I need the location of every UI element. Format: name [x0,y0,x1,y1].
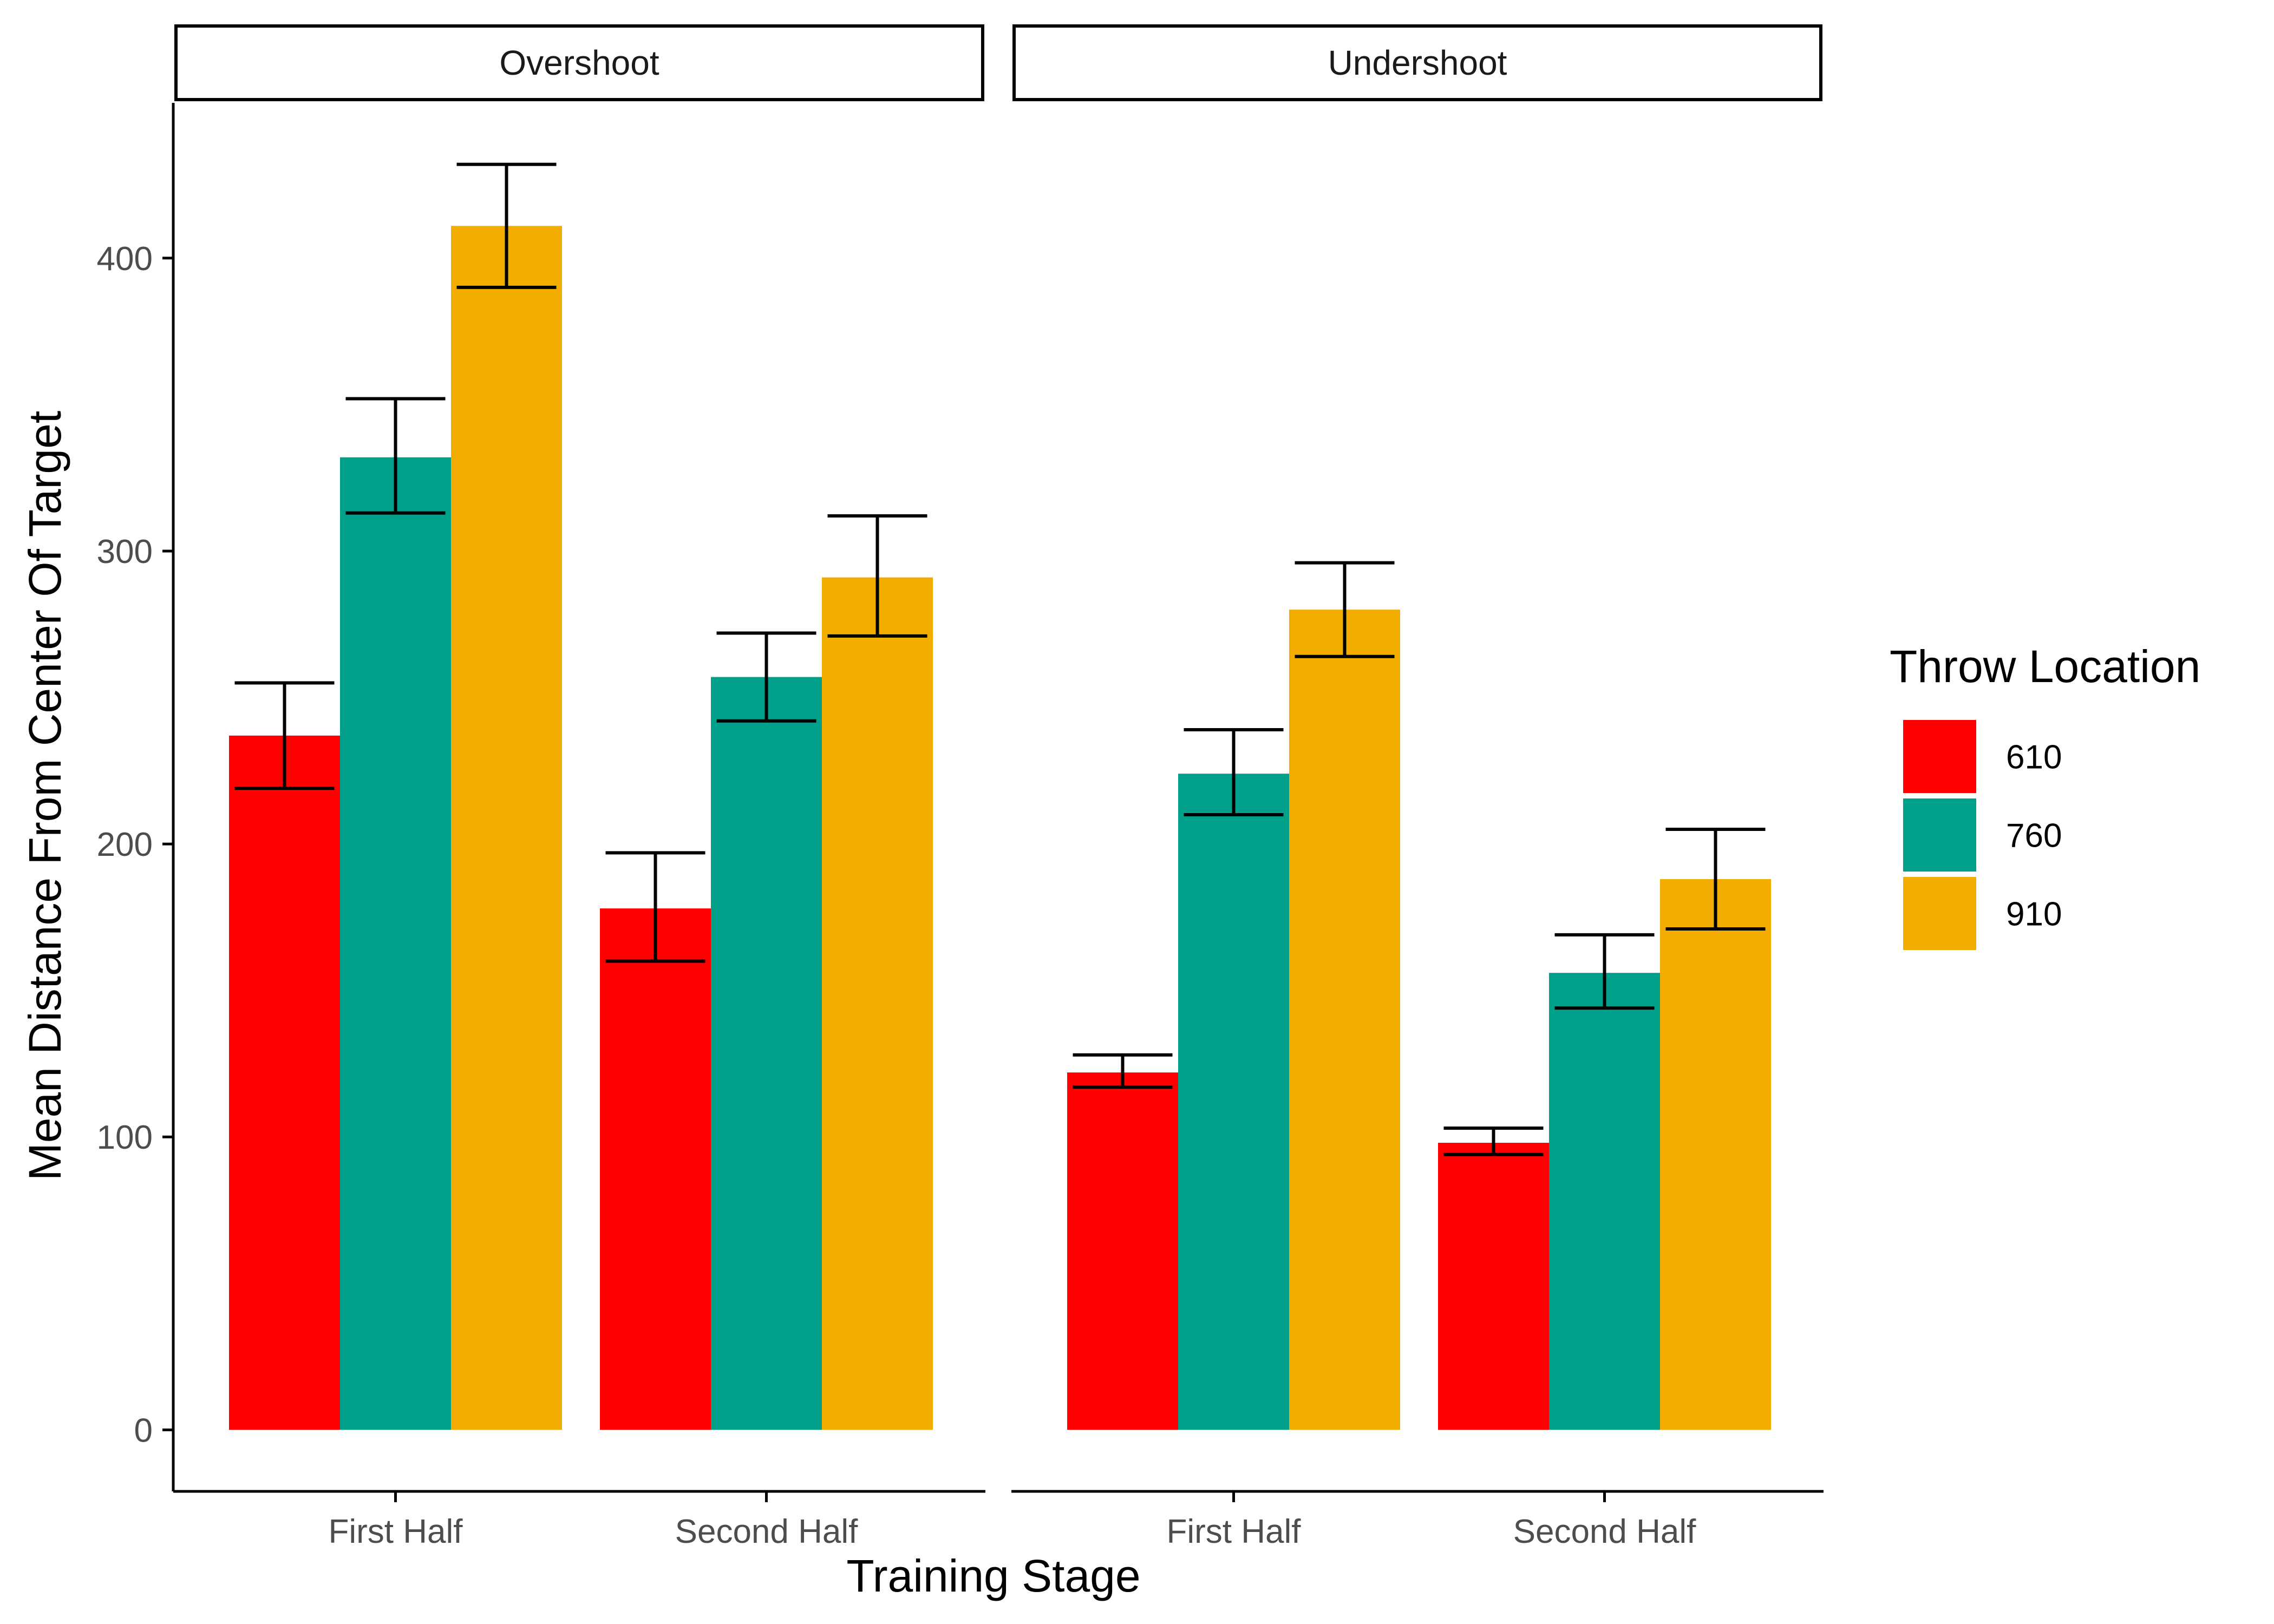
facet-strip-label: Undershoot [1328,43,1507,82]
legend-key [1903,798,1976,872]
facet-panel-overshoot: Overshoot First Half Second Half [173,24,985,1550]
legend-item-910: 910 [1903,877,2062,950]
y-tick-label: 400 [97,240,153,278]
x-tick-label: First Half [1167,1513,1302,1550]
legend-items: 610 760 910 [1903,720,2062,950]
x-tick-label: Second Half [675,1513,859,1550]
facet-strip [174,24,984,101]
bar-610 [1438,1143,1549,1430]
x-tick-label: First Half [329,1513,463,1550]
error-bar [1295,561,1395,658]
error-bar [234,681,335,790]
x-tick-label: Second Half [1513,1513,1697,1550]
bar-910 [1660,879,1771,1430]
bar-910 [822,577,933,1430]
error-bar [1184,728,1284,816]
legend: Throw Location 610 760 910 [1890,641,2200,950]
legend-key [1903,720,1976,793]
error-bar [345,397,446,515]
error-bar [716,631,816,723]
y-tick-label: 200 [97,826,153,863]
bar-760 [711,677,822,1430]
bar-760 [1549,973,1660,1430]
legend-item-760: 760 [1903,798,2062,872]
y-tick-label: 0 [134,1412,153,1449]
facet-panel-undershoot: Undershoot First Half Second Half [1011,24,1824,1550]
bar-760 [340,457,451,1430]
error-bar [1554,933,1655,1010]
facet-strip-label: Overshoot [499,43,659,82]
legend-label: 610 [2006,739,2062,776]
error-bar [1443,1126,1544,1156]
bar-760 [1178,774,1289,1430]
bar-910 [1289,610,1400,1430]
legend-title: Throw Location [1890,641,2200,692]
error-bar [456,162,557,289]
y-tick-label: 300 [97,533,153,571]
y-tick-label: 100 [97,1119,153,1156]
bar-610 [1067,1072,1178,1430]
error-bar [1665,828,1766,931]
bar-910 [451,226,562,1430]
x-axis-title: Training Stage [846,1550,1140,1601]
error-bar [827,514,927,638]
legend-label: 760 [2006,817,2062,855]
error-bar [1073,1053,1173,1089]
bar-610 [600,908,711,1430]
legend-label: 910 [2006,896,2062,933]
y-axis: 0 100 200 300 400 [97,103,175,1491]
facet-strip [1012,24,1822,101]
legend-key [1903,877,1976,950]
bar-610 [229,735,340,1430]
legend-item-610: 610 [1903,720,2062,793]
error-bar [605,851,705,963]
y-axis-title: Mean Distance From Center Of Target [19,411,70,1181]
